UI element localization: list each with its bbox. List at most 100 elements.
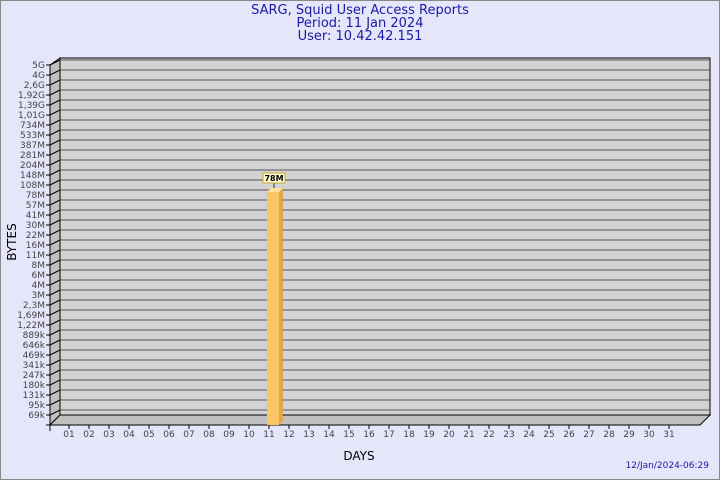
y-tick-label: 387M <box>20 141 45 151</box>
y-tick-label: 734M <box>20 121 45 131</box>
x-tick-label: 08 <box>203 430 215 440</box>
y-tick-label: 30M <box>26 221 45 231</box>
x-tick-label: 13 <box>303 430 314 440</box>
y-tick-label: 889k <box>23 331 46 341</box>
x-tick-label: 15 <box>343 430 354 440</box>
y-tick-diagonal <box>49 349 61 356</box>
y-tick-label: 78M <box>26 191 45 201</box>
y-tick-diagonal <box>49 289 61 296</box>
y-tick-label: 8M <box>32 261 46 271</box>
y-tick-diagonal <box>49 269 61 276</box>
y-tick-label: 180k <box>23 381 46 391</box>
x-tick-label: 29 <box>623 430 635 440</box>
y-tick-label: 2,6G <box>24 81 45 91</box>
y-tick-diagonal <box>49 299 61 306</box>
x-tick-label: 24 <box>523 430 535 440</box>
x-tick-label: 09 <box>223 430 235 440</box>
y-tick-diagonal <box>49 319 61 326</box>
y-tick-diagonal <box>49 379 61 386</box>
y-tick-label: 108M <box>20 181 45 191</box>
y-tick-label: 1,69M <box>17 311 45 321</box>
y-tick-diagonal <box>49 329 61 336</box>
y-tick-diagonal <box>49 219 61 226</box>
y-tick-diagonal <box>49 279 61 286</box>
x-tick-label: 22 <box>483 430 494 440</box>
x-tick-label: 31 <box>663 430 674 440</box>
y-tick-label: 247k <box>23 371 46 381</box>
y-tick-label: 341k <box>23 361 46 371</box>
y-tick-diagonal <box>49 99 61 106</box>
bar-side <box>279 188 283 425</box>
x-tick-label: 01 <box>63 430 74 440</box>
y-tick-label: 281M <box>20 151 45 161</box>
x-tick-label: 30 <box>643 430 655 440</box>
y-tick-label: 1,01G <box>18 111 45 121</box>
y-tick-label: 16M <box>26 241 45 251</box>
x-tick-label: 28 <box>603 430 615 440</box>
y-tick-diagonal <box>49 369 61 376</box>
y-tick-diagonal <box>49 109 61 116</box>
y-tick-label: 646k <box>23 341 46 351</box>
y-tick-diagonal <box>49 89 61 96</box>
y-tick-diagonal <box>49 339 61 346</box>
y-tick-label: 11M <box>26 251 45 261</box>
y-tick-label: 57M <box>26 201 45 211</box>
x-tick-label: 19 <box>423 430 435 440</box>
y-tick-label: 41M <box>26 211 45 221</box>
x-tick-label: 25 <box>543 430 554 440</box>
y-tick-label: 148M <box>20 171 45 181</box>
y-tick-label: 131k <box>23 391 46 401</box>
y-tick-diagonal <box>49 409 61 416</box>
x-tick-label: 23 <box>503 430 514 440</box>
x-tick-label: 26 <box>563 430 575 440</box>
y-tick-diagonal <box>49 209 61 216</box>
y-tick-label: 95k <box>28 401 45 411</box>
x-tick-label: 18 <box>403 430 415 440</box>
y-tick-diagonal <box>49 169 61 176</box>
data-label: 78M <box>264 174 283 183</box>
y-tick-label: 22M <box>26 231 45 241</box>
y-tick-label: 69k <box>28 411 45 421</box>
y-axis-label: BYTES <box>5 223 19 260</box>
y-tick-label: 6M <box>32 271 46 281</box>
y-tick-diagonal <box>49 359 61 366</box>
chart-period: Period: 11 Jan 2024 <box>296 16 424 31</box>
data-label-box <box>262 172 286 184</box>
y-tick-label: 533M <box>20 131 45 141</box>
x-tick-label: 05 <box>143 430 154 440</box>
x-tick-label: 12 <box>283 430 294 440</box>
chart-user: User: 10.42.42.151 <box>297 29 423 44</box>
x-tick-label: 21 <box>463 430 474 440</box>
y-tick-diagonal <box>49 259 61 266</box>
x-tick-label: 11 <box>263 430 274 440</box>
y-tick-diagonal <box>49 189 61 196</box>
bar-day-11 <box>267 192 279 425</box>
x-tick-label: 07 <box>183 430 194 440</box>
y-tick-diagonal <box>49 229 61 236</box>
y-tick-label: 1,92G <box>18 91 45 101</box>
y-tick-label: 2,3M <box>23 301 45 311</box>
x-tick-label: 02 <box>83 430 94 440</box>
x-tick-label: 04 <box>123 430 135 440</box>
x-tick-label: 14 <box>323 430 335 440</box>
y-tick-diagonal <box>49 249 61 256</box>
chart-title: SARG, Squid User Access Reports <box>251 3 469 18</box>
x-tick-label: 06 <box>163 430 175 440</box>
plot-floor <box>48 414 712 426</box>
x-tick-label: 16 <box>363 430 375 440</box>
y-tick-label: 5G <box>32 61 45 71</box>
y-tick-diagonal <box>49 179 61 186</box>
y-tick-diagonal <box>49 199 61 206</box>
y-tick-diagonal <box>49 239 61 246</box>
y-tick-diagonal <box>49 399 61 406</box>
y-tick-diagonal <box>49 119 61 126</box>
timestamp: 12/Jan/2024-06:29 <box>625 461 709 471</box>
y-tick-diagonal <box>49 149 61 156</box>
y-tick-label: 3M <box>32 291 46 301</box>
y-tick-label: 204M <box>20 161 45 171</box>
y-tick-label: 1,22M <box>17 321 45 331</box>
x-tick-label: 20 <box>443 430 455 440</box>
x-axis-label: DAYS <box>343 449 374 463</box>
y-tick-diagonal <box>49 59 61 66</box>
